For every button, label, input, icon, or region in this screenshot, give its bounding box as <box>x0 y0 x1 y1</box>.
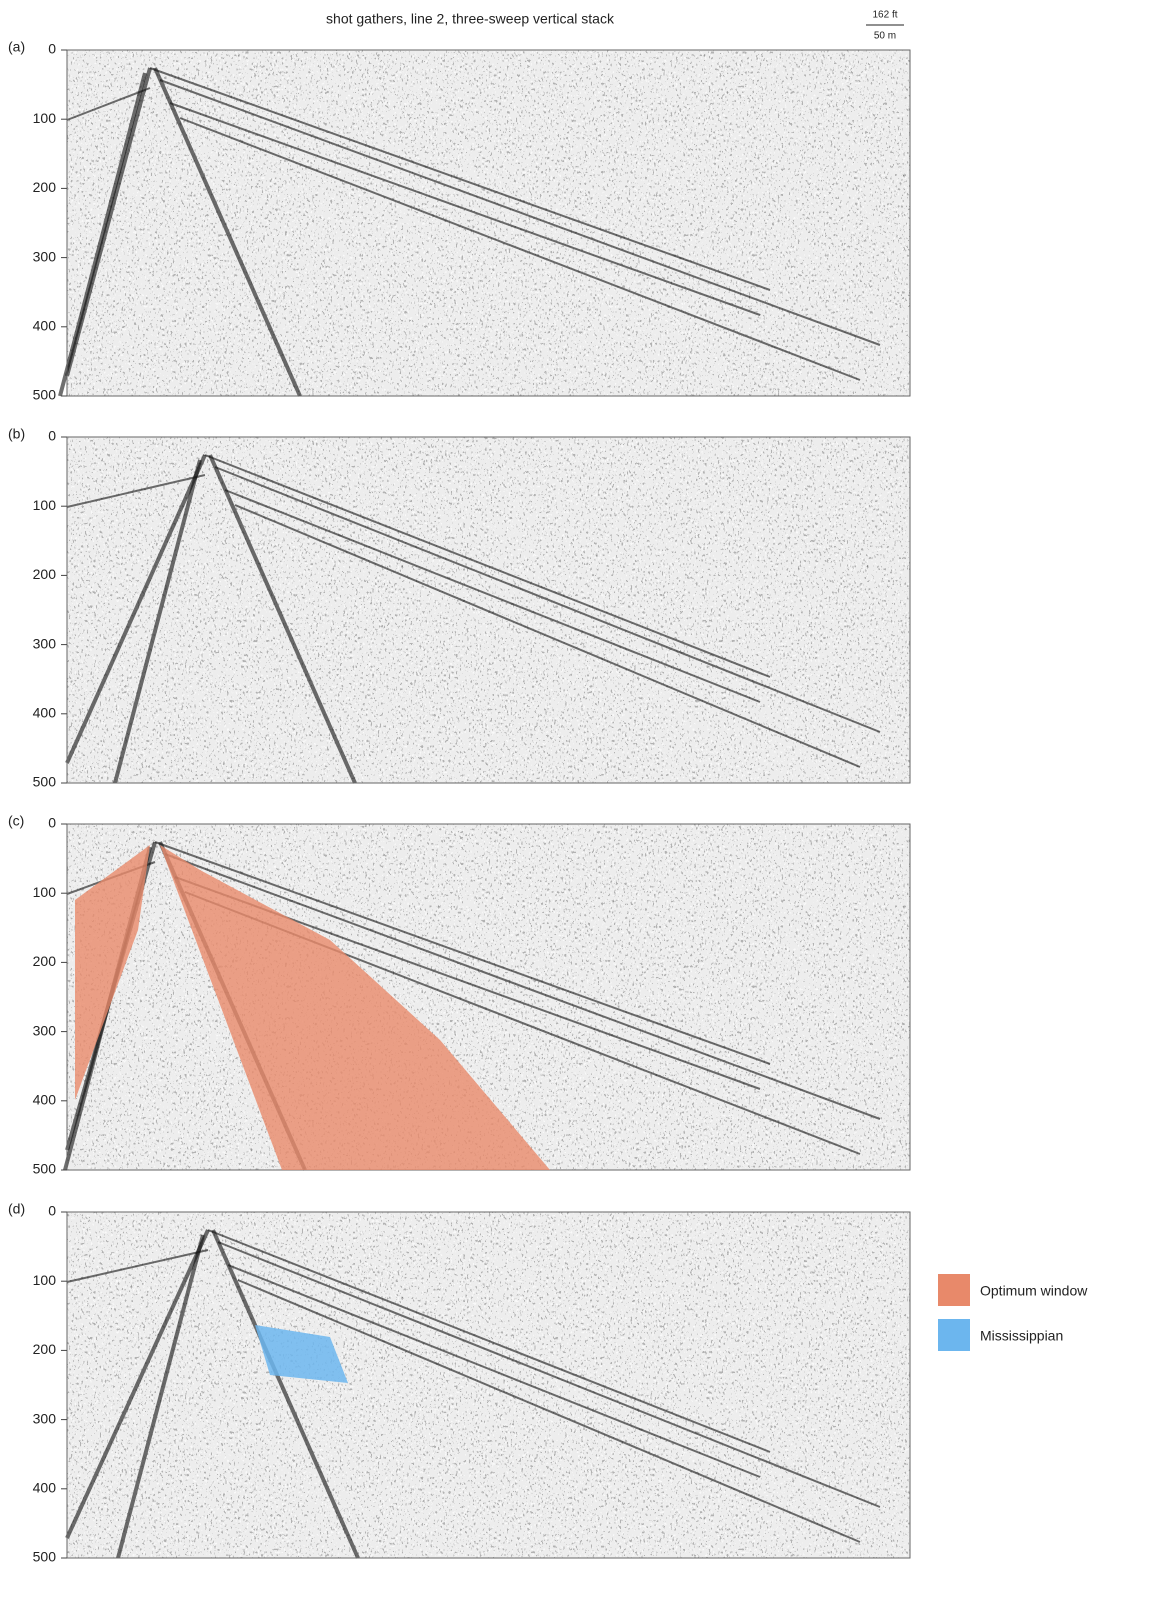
y-tick-label: 500 <box>33 774 57 790</box>
y-tick-label: 500 <box>33 1549 57 1565</box>
seismic-event <box>207 1229 771 1453</box>
seismic-event <box>234 504 861 768</box>
y-tick-label: 200 <box>33 1341 57 1357</box>
seismic-event <box>65 454 207 764</box>
seismic-event <box>66 474 206 508</box>
seismic-event <box>169 102 761 316</box>
seismic-event <box>159 79 881 346</box>
panel-label: (a) <box>8 39 25 55</box>
y-tick-label: 400 <box>33 1092 57 1108</box>
y-tick-label: 0 <box>48 41 56 57</box>
figure-title: shot gathers, line 2, three-sweep vertic… <box>326 11 615 27</box>
y-tick-label: 300 <box>33 1022 57 1038</box>
y-tick-label: 200 <box>33 566 57 582</box>
seismic-event <box>224 489 761 703</box>
seismic-event <box>164 853 881 1120</box>
legend-swatch <box>938 1274 970 1306</box>
seismic-event <box>214 466 881 733</box>
seismic-event <box>153 67 302 397</box>
y-tick-label: 200 <box>33 953 57 969</box>
panel-label: (d) <box>8 1201 25 1217</box>
seismic-event <box>237 1279 861 1543</box>
seismic-event <box>66 1249 209 1283</box>
panel-label: (b) <box>8 426 25 442</box>
plot-frame <box>66 49 911 397</box>
seismic-event <box>211 1229 360 1559</box>
legend-label: Optimum window <box>980 1283 1088 1299</box>
y-tick-label: 500 <box>33 387 57 403</box>
legend-label: Mississippian <box>980 1328 1063 1344</box>
mississippian-window <box>255 1325 348 1383</box>
y-tick-label: 100 <box>33 1272 57 1288</box>
optimum-window <box>75 845 150 1100</box>
legend-swatch <box>938 1319 970 1351</box>
seismic-section <box>67 50 910 396</box>
y-tick-label: 200 <box>33 179 57 195</box>
y-tick-label: 300 <box>33 635 57 651</box>
y-tick-label: 0 <box>48 428 56 444</box>
y-tick-label: 300 <box>33 248 57 264</box>
y-tick-label: 100 <box>33 110 57 126</box>
y-tick-label: 400 <box>33 318 57 334</box>
seismic-event <box>113 459 202 784</box>
y-tick-label: 100 <box>33 497 57 513</box>
seismic-event <box>179 117 861 381</box>
seismic-event <box>208 454 357 784</box>
seismic-event <box>116 1234 205 1559</box>
seismic-event <box>227 1264 761 1478</box>
y-tick-label: 400 <box>33 1480 57 1496</box>
y-tick-label: 300 <box>33 1410 57 1426</box>
scale-top: 162 ft <box>872 10 897 21</box>
seismic-section <box>67 437 910 783</box>
y-tick-label: 100 <box>33 884 57 900</box>
seismic-event <box>154 841 771 1065</box>
y-tick-label: 0 <box>48 815 56 831</box>
panel-label: (c) <box>8 813 24 829</box>
y-tick-label: 500 <box>33 1161 57 1177</box>
optimum-window <box>160 845 550 1170</box>
seismic-event <box>65 1229 210 1539</box>
plot-frame <box>66 436 911 784</box>
seismic-event <box>66 87 151 121</box>
seismic-event <box>204 454 771 678</box>
plot-frame <box>66 1211 911 1559</box>
seismic-event <box>58 72 147 397</box>
scale-bottom: 50 m <box>874 31 896 42</box>
seismic-event <box>217 1241 881 1508</box>
seismic-event <box>149 67 771 291</box>
y-tick-label: 400 <box>33 705 57 721</box>
y-tick-label: 0 <box>48 1203 56 1219</box>
